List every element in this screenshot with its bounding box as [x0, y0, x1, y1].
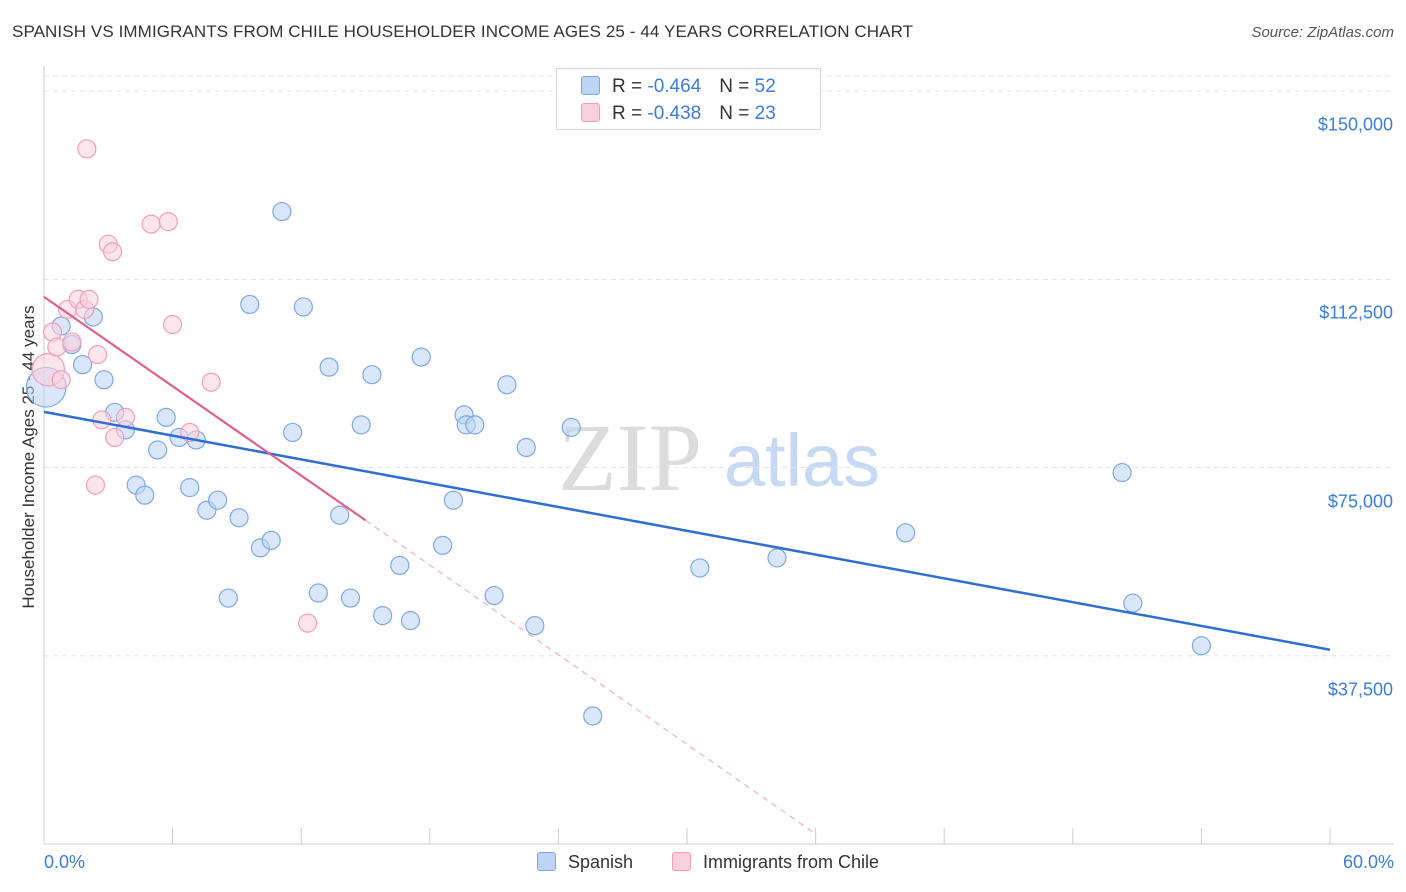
- spanish-point: [497, 375, 517, 395]
- chile-point: [85, 475, 106, 495]
- spanish-swatch-icon: [581, 76, 600, 95]
- watermark-atlas: atlas: [724, 419, 880, 502]
- spanish-point: [272, 201, 292, 222]
- chile-point: [105, 427, 125, 448]
- chile-trend-extension: [365, 519, 816, 835]
- chile-point: [163, 314, 183, 335]
- spanish-point: [896, 523, 916, 543]
- stats-row-spanish: R = -0.464 N = 52: [581, 76, 776, 98]
- spanish-trend-line: [43, 410, 1331, 651]
- r-value: -0.438: [647, 103, 702, 124]
- n-value: 23: [754, 103, 776, 124]
- spanish-point: [180, 478, 200, 498]
- spanish-point: [433, 535, 453, 555]
- spanish-point: [135, 485, 155, 505]
- r-label: R =: [612, 103, 648, 124]
- chile-trend-line: [43, 295, 367, 522]
- spanish-point: [229, 508, 249, 528]
- spanish-point: [583, 706, 603, 726]
- chile-point: [79, 289, 99, 309]
- spanish-point: [465, 415, 485, 435]
- spanish-point: [443, 490, 463, 510]
- spanish-point: [308, 583, 328, 603]
- spanish-point: [516, 437, 536, 458]
- spanish-point: [218, 588, 238, 608]
- spanish-point: [561, 417, 581, 437]
- x-tick-label-max: 60.0%: [1342, 852, 1394, 872]
- legend-item-chile[interactable]: Immigrants from Chile: [672, 852, 879, 873]
- r-label: R =: [612, 76, 648, 97]
- n-value: 52: [754, 76, 776, 97]
- spanish-point: [319, 357, 339, 377]
- chile-point: [298, 613, 318, 633]
- legend-chile-swatch-icon: [672, 852, 691, 871]
- legend-item-spanish[interactable]: Spanish: [537, 852, 633, 873]
- chile-point: [201, 372, 221, 392]
- spanish-point: [1112, 462, 1132, 483]
- chile-point: [158, 212, 178, 232]
- spanish-point: [208, 490, 228, 510]
- y-tick-label: $150,000: [1317, 114, 1393, 135]
- spanish-point: [767, 548, 787, 568]
- spanish-point: [330, 505, 350, 525]
- legend-spanish-label: Spanish: [568, 852, 634, 872]
- n-label: N =: [719, 76, 755, 97]
- chile-point: [62, 332, 82, 352]
- y-tick-label: $37,500: [1327, 679, 1393, 700]
- chile-point: [102, 242, 123, 262]
- spanish-point: [484, 585, 504, 606]
- spanish-point: [147, 440, 168, 460]
- spanish-point: [94, 370, 114, 390]
- spanish-point: [411, 347, 431, 367]
- spanish-point: [72, 355, 93, 375]
- chile-point: [115, 407, 136, 427]
- spanish-point: [362, 365, 382, 385]
- legend-chile-label: Immigrants from Chile: [703, 852, 880, 872]
- chile-point: [92, 410, 112, 430]
- chile-point: [77, 139, 97, 159]
- spanish-point: [690, 558, 710, 578]
- chile-swatch-icon: [581, 103, 600, 122]
- spanish-point: [240, 294, 260, 315]
- n-label: N =: [719, 103, 755, 124]
- chile-point: [141, 214, 161, 234]
- y-tick-label: $112,500: [1319, 302, 1393, 323]
- r-value: -0.464: [647, 76, 702, 97]
- spanish-point: [390, 555, 410, 576]
- y-tick-label: $75,000: [1327, 491, 1393, 512]
- correlation-stats-box: R = -0.464 N = 52 R = -0.438 N = 23: [556, 68, 821, 130]
- spanish-point: [1191, 636, 1212, 656]
- watermark-zip: ZIP: [558, 404, 702, 511]
- spanish-point: [293, 297, 313, 317]
- spanish-point: [373, 606, 393, 626]
- chart-title: SPANISH VS IMMIGRANTS FROM CHILE HOUSEHO…: [12, 22, 914, 41]
- spanish-point: [261, 530, 281, 550]
- spanish-point: [340, 588, 361, 608]
- chile-point: [87, 345, 108, 365]
- legend-spanish-swatch-icon: [537, 852, 556, 871]
- stats-row-chile: R = -0.438 N = 23: [581, 103, 776, 125]
- spanish-point: [525, 616, 545, 636]
- x-tick-label-min: 0.0%: [44, 852, 86, 872]
- spanish-point: [156, 407, 176, 427]
- chile-point: [51, 370, 71, 390]
- spanish-point: [1123, 593, 1143, 613]
- spanish-point: [400, 611, 421, 631]
- spanish-point: [283, 422, 303, 443]
- spanish-point: [351, 415, 371, 435]
- source-label: Source: ZipAtlas.com: [1251, 24, 1394, 41]
